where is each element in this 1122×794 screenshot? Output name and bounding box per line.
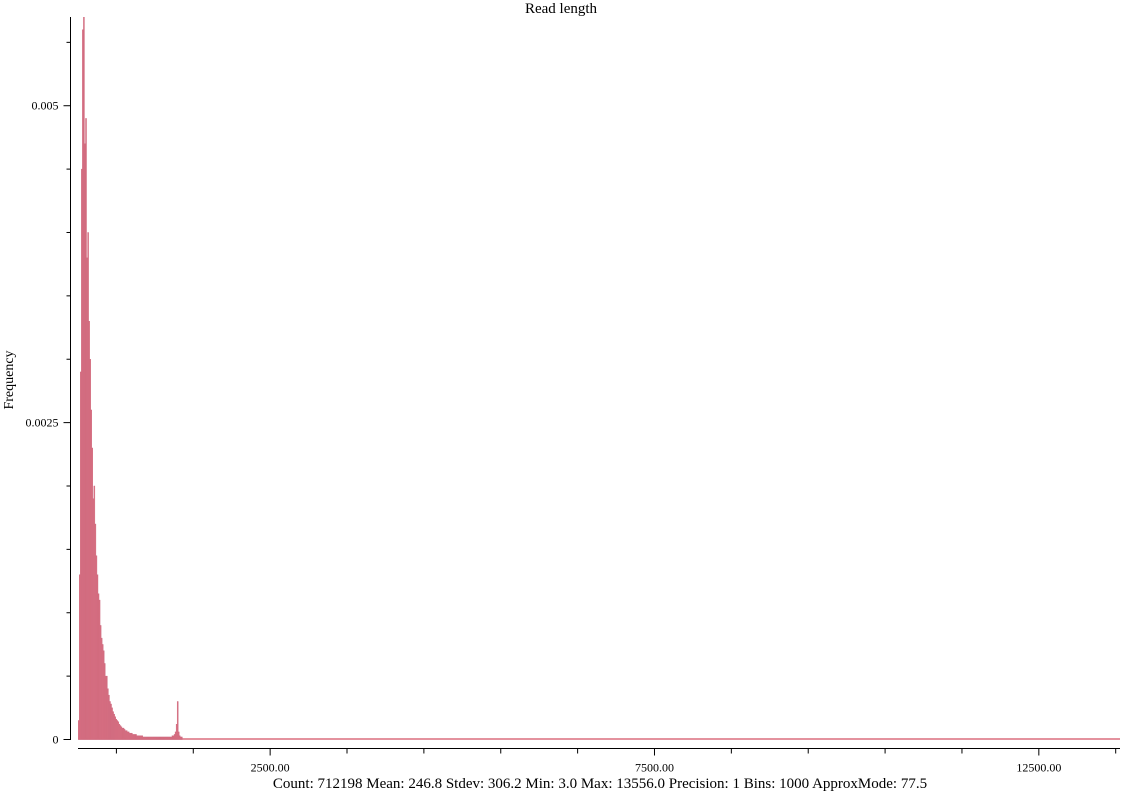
x-tick-label: 12500.00 — [1016, 761, 1061, 775]
bar — [181, 736, 183, 740]
summary: Count: 712198 Mean: 246.8 Stdev: 306.2 M… — [273, 776, 927, 792]
x-tick-label: 2500.00 — [251, 761, 290, 775]
x-tick-label: 7500.00 — [635, 761, 674, 775]
bar — [176, 701, 179, 740]
y-tick-label: 0.0025 — [26, 416, 59, 430]
chart-title: Read length — [525, 1, 598, 17]
y-tick-label: 0 — [53, 733, 59, 747]
bars — [77, 17, 1120, 740]
y-tick-label: 0.005 — [32, 99, 59, 113]
y-axis-label: Frequency — [2, 350, 17, 409]
